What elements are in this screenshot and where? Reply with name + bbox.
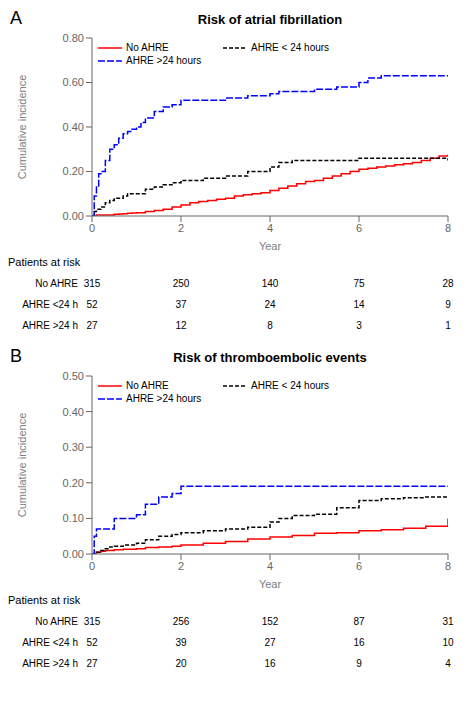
svg-text:0: 0 [89, 222, 95, 234]
html-text:39: 39 [175, 637, 187, 648]
svg-text:0.00: 0.00 [63, 548, 84, 560]
html-text:B: B [10, 346, 22, 366]
svg-text:0.20: 0.20 [63, 477, 84, 489]
html-text:A: A [10, 8, 22, 28]
svg-text:0.40: 0.40 [63, 121, 84, 133]
html-text:No AHRE: No AHRE [35, 616, 78, 627]
svg-text:8: 8 [445, 222, 451, 234]
html-text:16: 16 [264, 658, 276, 669]
html-text:140: 140 [261, 278, 279, 289]
svg-text:8: 8 [445, 560, 451, 572]
html-text:20: 20 [175, 658, 187, 669]
html-text:87: 87 [353, 616, 365, 627]
svg-text:0: 0 [89, 560, 95, 572]
html-text:No AHRE: No AHRE [35, 278, 78, 289]
html-text:Patients at risk: Patients at risk [8, 256, 81, 268]
html-text:No AHRE: No AHRE [126, 380, 169, 391]
html-text:1: 1 [445, 320, 451, 331]
svg-text:2: 2 [178, 560, 184, 572]
svg-text:Cumulative incidence: Cumulative incidence [16, 75, 28, 180]
svg-text:6: 6 [356, 560, 362, 572]
html-text:AHRE >24 h: AHRE >24 h [22, 320, 78, 331]
html-text:AHRE >24 hours: AHRE >24 hours [126, 55, 202, 66]
svg-text:0.40: 0.40 [63, 406, 84, 418]
html-text:9: 9 [445, 299, 451, 310]
html-text:28: 28 [442, 278, 454, 289]
svg-text:0.10: 0.10 [63, 512, 84, 524]
svg-text:4: 4 [267, 560, 273, 572]
html-text:75: 75 [353, 278, 365, 289]
html-text:256: 256 [172, 616, 190, 627]
svg-text:0.80: 0.80 [63, 32, 84, 44]
html-text:4: 4 [445, 658, 451, 669]
html-text:AHRE <24 h: AHRE <24 h [22, 637, 78, 648]
html-text:AHRE <24 h: AHRE <24 h [22, 299, 78, 310]
svg-text:2: 2 [178, 222, 184, 234]
html-text:31: 31 [442, 616, 454, 627]
svg-text:0.20: 0.20 [63, 165, 84, 177]
html-text:Risk of atrial fibrillation: Risk of atrial fibrillation [197, 12, 343, 27]
html-text:AHRE >24 h: AHRE >24 h [22, 658, 78, 669]
html-text:10: 10 [442, 637, 454, 648]
svg-text:Year: Year [259, 240, 282, 250]
html-text:Patients at risk: Patients at risk [8, 594, 81, 606]
html-text:27: 27 [86, 658, 98, 669]
html-text:315: 315 [83, 278, 101, 289]
html-text:Risk of thromboembolic events: Risk of thromboembolic events [173, 350, 367, 365]
html-text:37: 37 [175, 299, 187, 310]
html-text:AHRE < 24 hours: AHRE < 24 hours [251, 380, 330, 391]
svg-text:Year: Year [259, 578, 282, 588]
svg-text:4: 4 [267, 222, 273, 234]
html-text:250: 250 [172, 278, 190, 289]
html-text:12: 12 [175, 320, 187, 331]
svg-text:0.00: 0.00 [63, 210, 84, 222]
html-text:52: 52 [86, 299, 98, 310]
html-text:52: 52 [86, 637, 98, 648]
html-text:24: 24 [264, 299, 276, 310]
svg-text:0.50: 0.50 [63, 370, 84, 382]
html-text:315: 315 [83, 616, 101, 627]
html-text:152: 152 [261, 616, 279, 627]
html-text:27: 27 [264, 637, 276, 648]
svg-text:0.30: 0.30 [63, 441, 84, 453]
svg-text:6: 6 [356, 222, 362, 234]
html-text:AHRE >24 hours: AHRE >24 hours [126, 393, 202, 404]
svg-text:0.60: 0.60 [63, 76, 84, 88]
html-text:9: 9 [356, 658, 362, 669]
html-text:8: 8 [267, 320, 273, 331]
html-text:3: 3 [356, 320, 362, 331]
html-text:16: 16 [353, 637, 365, 648]
html-text:AHRE < 24 hours: AHRE < 24 hours [251, 42, 330, 53]
html-text:14: 14 [353, 299, 365, 310]
html-text:27: 27 [86, 320, 98, 331]
svg-text:Cumulative incidence: Cumulative incidence [16, 413, 28, 518]
html-text:No AHRE: No AHRE [126, 42, 169, 53]
